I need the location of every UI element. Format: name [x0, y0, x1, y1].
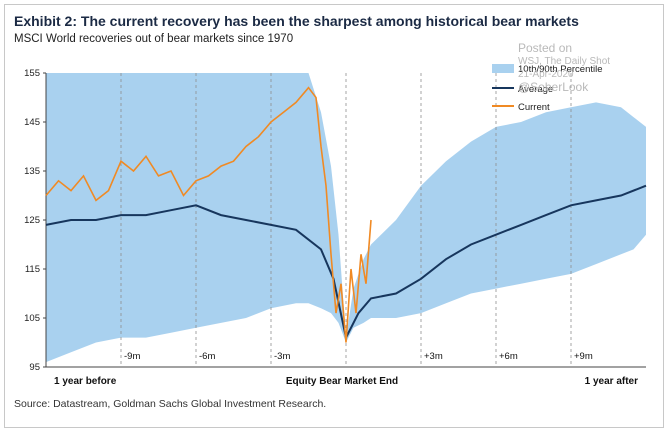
source-note: Source: Datastream, Goldman Sachs Global… [14, 398, 327, 410]
x-tick-label-plus3m: +3m [424, 351, 443, 362]
watermark-line-1: Posted on [518, 41, 573, 55]
y-tick-label-125: 125 [24, 215, 40, 226]
legend-label-percentile: 10th/90th Percentile [518, 64, 603, 75]
legend-swatch-percentile [492, 64, 514, 73]
current-line [45, 86, 372, 343]
legend-label-current: Current [518, 102, 550, 113]
x-tick-label-minus9m: -9m [124, 351, 140, 362]
x-bottom-label-2: 1 year after [585, 376, 638, 387]
y-tick-label-155: 155 [24, 68, 40, 79]
x-tick-label-plus9m: +9m [574, 351, 593, 362]
watermark: Posted on WSJ, The Daily Shot 21-Apr-202… [518, 42, 610, 94]
chart-subtitle: MSCI World recoveries out of bear market… [14, 33, 294, 45]
y-tick-label-145: 145 [24, 117, 40, 128]
watermark-line-4: @SoberLook [518, 80, 589, 94]
x-tick-label-plus6m: +6m [499, 351, 518, 362]
chart-title: Exhibit 2: The current recovery has been… [14, 13, 579, 29]
y-tick-label-95: 95 [29, 362, 40, 373]
y-tick-label-115: 115 [25, 264, 40, 275]
x-tick-label-minus6m: -6m [199, 351, 215, 362]
y-tick-label-135: 135 [24, 166, 40, 177]
y-tick-label-105: 105 [24, 313, 40, 324]
watermark-line-2: WSJ, The Daily Shot [518, 56, 611, 67]
legend-label-average: Average [518, 84, 553, 95]
x-bottom-label-0: 1 year before [54, 376, 117, 387]
watermark-line-3: 21-Apr-2020 [518, 69, 574, 80]
x-tick-label-minus3m: -3m [274, 351, 290, 362]
x-bottom-label-1: Equity Bear Market End [286, 376, 398, 387]
